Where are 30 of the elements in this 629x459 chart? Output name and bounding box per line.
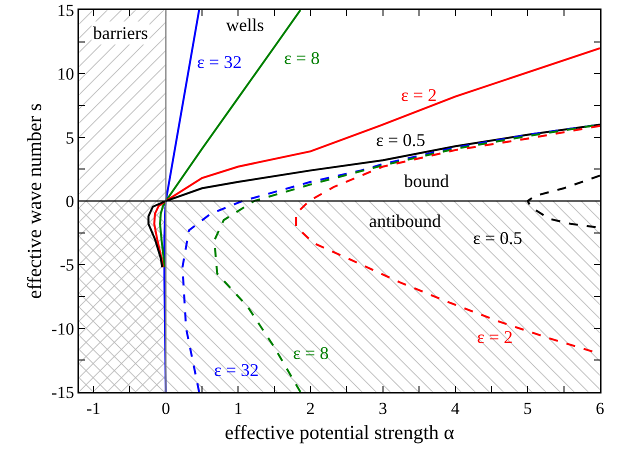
- x-tick-label: 1: [234, 398, 242, 418]
- series-label: ε = 2: [401, 85, 437, 105]
- x-tick-label: 4: [451, 398, 460, 418]
- series-label: ε = 0.5: [376, 130, 426, 150]
- annotation: wells: [226, 15, 264, 35]
- y-tick-label: 0: [66, 192, 74, 211]
- y-tick-label: 10: [57, 64, 74, 84]
- y-tick-label: -5: [60, 256, 74, 275]
- y-tick-label: -10: [51, 319, 74, 338]
- series-label: ε = 8: [293, 343, 329, 363]
- band-label: barriers: [93, 23, 148, 43]
- x-tick-label: -1: [86, 398, 101, 418]
- band-label: antibound: [369, 211, 441, 231]
- line-series: [153, 47, 600, 268]
- x-axis-title: effective potential strength α: [224, 422, 455, 444]
- series-label: ε = 32: [214, 360, 259, 380]
- series-label: ε = 8: [284, 48, 320, 68]
- x-tick-label: 6: [596, 398, 604, 418]
- annotation: bound: [404, 171, 449, 191]
- x-tick-label: 3: [378, 398, 388, 418]
- y-tick-label: -15: [51, 382, 74, 402]
- series-label: ε = 32: [197, 52, 242, 72]
- x-tick-label: 5: [523, 398, 532, 418]
- x-tick-label: 2: [306, 398, 315, 418]
- y-tick-label: 15: [57, 0, 74, 20]
- y-tick-label: 5: [66, 128, 74, 148]
- series-label: ε = 0.5: [473, 228, 522, 248]
- series-label: ε = 2: [477, 327, 513, 347]
- x-tick-label: 0: [162, 398, 170, 418]
- y-axis-title: effective wave number s: [24, 102, 46, 299]
